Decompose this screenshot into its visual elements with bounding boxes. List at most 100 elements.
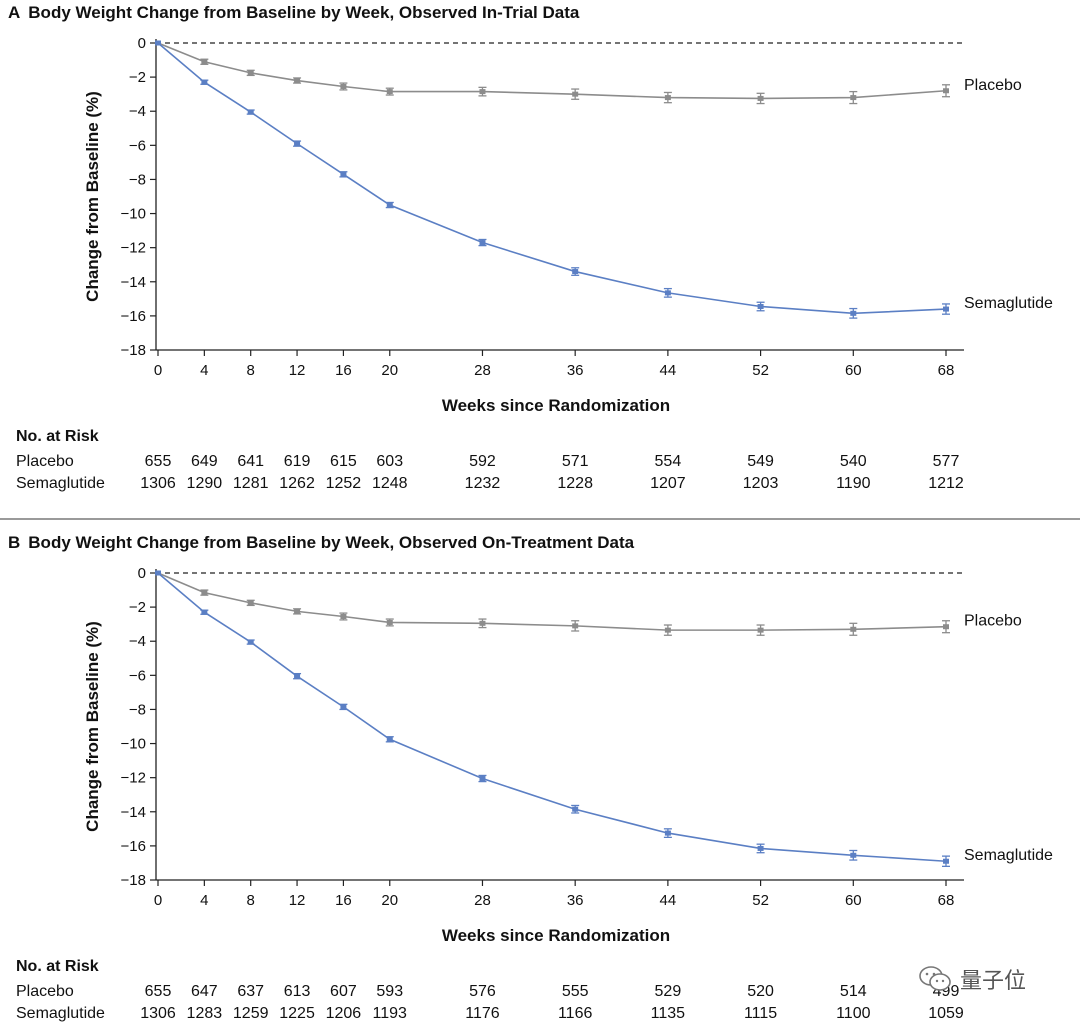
data-point-placebo [479,89,486,95]
risk-count-semaglutide: 1212 [928,475,964,492]
y-tick-label: 0 [138,565,146,582]
series-label-semaglutide: Semaglutide [964,295,1053,312]
risk-count-semaglutide: 1203 [742,475,779,492]
data-point-placebo [479,620,486,626]
x-tick-label: 68 [938,892,955,909]
x-tick-label: 60 [845,362,862,379]
watermark-text: 量子位 [960,968,1027,993]
risk-count-placebo: 641 [237,453,265,470]
risk-count-semaglutide: 1100 [836,1005,871,1022]
data-point-placebo [201,590,208,596]
x-tick-label: 8 [247,362,255,379]
risk-count-semaglutide: 1206 [325,1005,362,1022]
risk-count-semaglutide: 1190 [836,475,871,492]
risk-count-semaglutide: 1193 [372,1005,407,1022]
data-point-semaglutide [572,269,579,275]
x-tick-label: 68 [938,362,955,379]
data-point-semaglutide [479,240,486,246]
risk-count-placebo: 655 [144,983,172,1000]
risk-table-title: No. at Risk [16,428,99,445]
data-point-semaglutide [247,639,254,645]
y-tick-label: −18 [121,342,146,359]
series-label-placebo: Placebo [964,77,1022,94]
y-tick-label: −16 [121,838,146,855]
y-tick-label: −14 [121,274,146,291]
panel-title: B Body Weight Change from Baseline by Wee… [8,533,634,553]
panel-letter: A [8,3,21,22]
y-tick-label: −18 [121,872,146,889]
risk-count-semaglutide: 1228 [557,475,593,492]
risk-row-label-placebo: Placebo [16,453,74,470]
risk-count-placebo: 529 [654,983,682,1000]
y-tick-label: −8 [129,701,146,718]
risk-count-semaglutide: 1262 [279,475,315,492]
chart-b: 0 −2 −4 −6 −8 −10 −12 −14 −16 −18 0 4 8 12 16 20 28 36 44 5… [83,565,1053,945]
risk-count-semaglutide: 1306 [140,1005,176,1022]
risk-count-placebo: 576 [469,983,496,1000]
series-line-placebo [157,42,947,100]
x-axis-label: Weeks since Randomization [442,396,670,415]
x-tick-label: 12 [289,362,306,379]
risk-count-semaglutide: 1290 [186,475,223,492]
risk-count-semaglutide: 1232 [464,475,501,492]
data-point-placebo [850,95,857,101]
risk-count-placebo: 615 [330,453,357,470]
data-point-placebo [943,624,949,630]
risk-count-placebo: 655 [144,453,172,470]
risk-count-placebo: 549 [747,453,774,470]
data-point-semaglutide [757,304,764,310]
x-tick-label: 28 [474,892,491,909]
risk-count-placebo: 540 [839,453,867,470]
data-point-semaglutide [850,852,857,858]
chat-bubbles-icon [919,966,951,991]
risk-count-placebo: 607 [330,983,357,1000]
x-tick-label: 20 [381,362,398,379]
x-tick-label: 52 [752,362,769,379]
x-tick-label: 4 [200,892,208,909]
x-tick-label: 44 [660,892,677,909]
risk-count-placebo: 577 [932,453,960,470]
x-tick-label: 28 [474,362,491,379]
data-point-placebo [572,623,579,629]
x-tick-label: 8 [247,892,255,909]
risk-count-semaglutide: 1166 [557,1005,593,1022]
data-point-placebo [757,95,764,101]
data-point-semaglutide [479,776,486,782]
risk-count-semaglutide: 1225 [279,1005,315,1022]
series-label-semaglutide: Semaglutide [964,847,1053,864]
data-point-semaglutide [664,290,671,296]
x-tick-label: 16 [335,362,352,379]
data-point-placebo [572,91,579,97]
data-point-placebo [247,70,254,76]
data-point-semaglutide [294,673,301,679]
y-tick-label: −6 [129,667,146,684]
risk-count-semaglutide: 1207 [650,475,686,492]
panel-b: B Body Weight Change from Baseline by Wee… [0,530,1080,1026]
x-tick-label: 0 [154,362,162,379]
risk-count-placebo: 514 [839,983,867,1000]
y-tick-label: −16 [121,308,146,325]
risk-count-placebo: 649 [190,453,218,470]
y-tick-label: −2 [129,69,146,86]
data-point-semaglutide [155,570,161,576]
y-tick-label: −8 [129,171,146,188]
risk-count-semaglutide: 1248 [371,475,408,492]
risk-count-placebo: 619 [283,453,311,470]
risk-count-semaglutide: 1283 [186,1005,223,1022]
y-tick-label: −6 [129,137,146,154]
data-point-semaglutide [386,736,393,742]
x-tick-label: 4 [200,362,208,379]
data-point-semaglutide [201,609,208,615]
y-tick-label: 0 [138,35,146,52]
data-point-semaglutide [943,306,949,312]
risk-count-placebo: 603 [376,453,404,470]
risk-count-semaglutide: 1252 [325,475,362,492]
data-point-placebo [340,613,347,619]
data-point-placebo [247,600,254,606]
x-tick-label: 36 [567,892,584,909]
risk-count-placebo: 520 [747,983,774,1000]
y-tick-label: −10 [121,736,146,753]
x-tick-label: 36 [567,362,584,379]
y-axis-label: Change from Baseline (%) [83,621,102,832]
x-tick-label: 16 [335,892,352,909]
